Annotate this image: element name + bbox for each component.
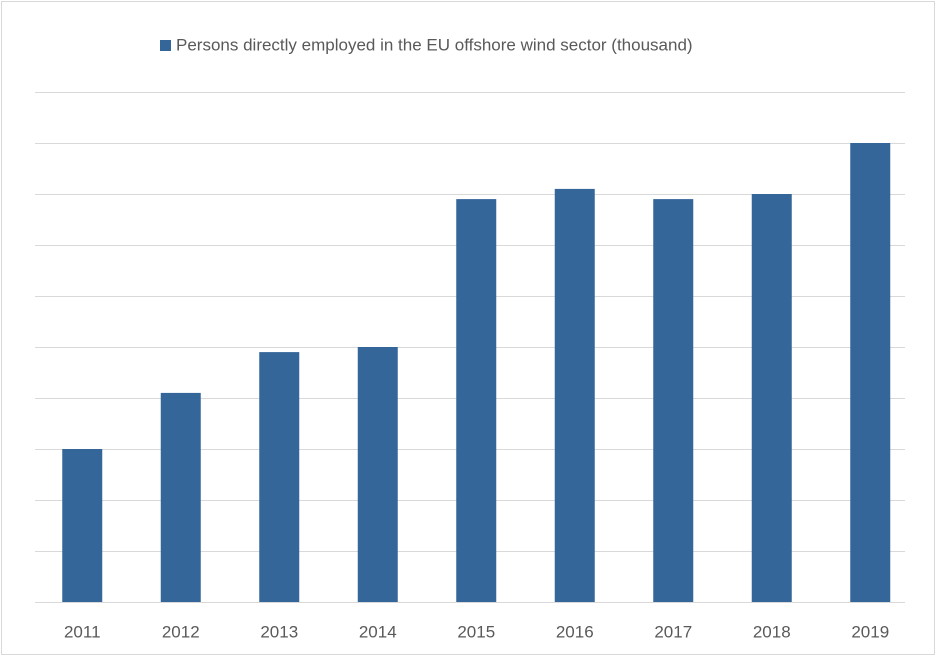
x-tick-label: 2011 (64, 622, 101, 641)
x-tick-label: 2016 (556, 622, 594, 641)
bar (653, 199, 694, 602)
x-tick-label: 2014 (359, 622, 397, 641)
bar (554, 188, 595, 602)
x-tick-label: 2019 (851, 622, 889, 641)
bar (62, 449, 103, 602)
x-tick-label: 2012 (162, 622, 200, 641)
bar (357, 347, 398, 602)
x-tick-label: 2017 (654, 622, 692, 641)
bar (456, 199, 497, 602)
bar (160, 392, 201, 602)
x-tick-label: 2015 (457, 622, 495, 641)
x-tick-label: 2013 (260, 622, 298, 641)
bar (751, 194, 792, 602)
bar (850, 143, 891, 602)
x-tick-label: 2018 (753, 622, 791, 641)
legend-swatch (160, 40, 171, 51)
legend-label: Persons directly employed in the EU offs… (176, 35, 693, 54)
bar (259, 352, 300, 602)
